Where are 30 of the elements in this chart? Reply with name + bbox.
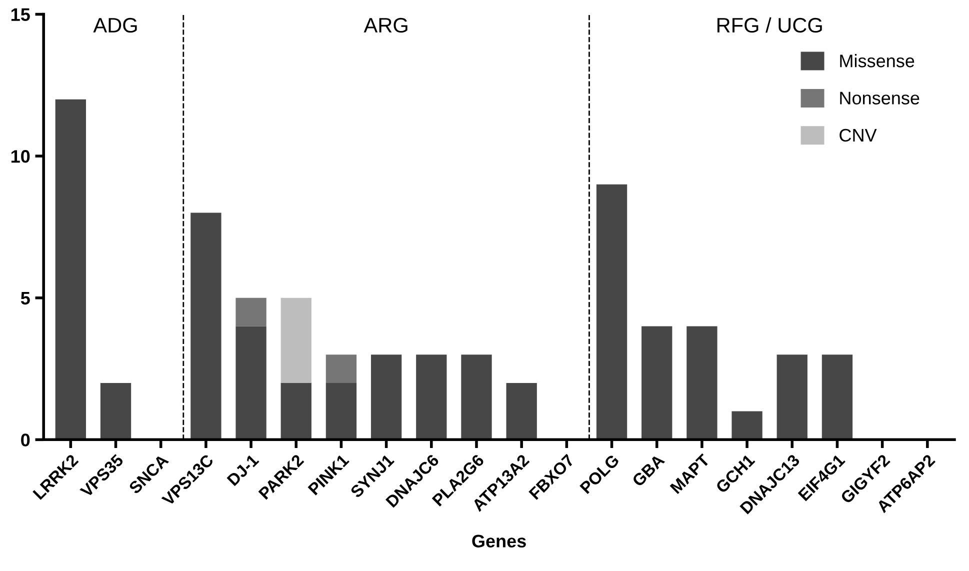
y-tick-label: 0 bbox=[21, 434, 30, 446]
bar bbox=[732, 411, 762, 440]
annotation: ADG bbox=[93, 18, 137, 33]
bar bbox=[100, 382, 132, 440]
y-tick-label: 10 bbox=[11, 150, 30, 163]
y-tick-label: 5 bbox=[20, 292, 30, 305]
bar bbox=[236, 298, 266, 326]
bar bbox=[280, 382, 312, 440]
bar bbox=[461, 354, 492, 440]
bar bbox=[236, 326, 266, 440]
x-axis-title: Genes bbox=[472, 534, 526, 548]
bar bbox=[822, 354, 853, 440]
y-tick-label: 15 bbox=[11, 8, 30, 21]
legend-label: Missense bbox=[840, 54, 914, 68]
bar bbox=[642, 326, 672, 440]
bar bbox=[596, 184, 628, 440]
annotation: ARG bbox=[364, 18, 408, 33]
bar bbox=[326, 382, 357, 440]
bar bbox=[506, 382, 537, 440]
legend-label: Nonsense bbox=[840, 92, 920, 104]
bar bbox=[776, 354, 808, 440]
legend-label: CNV bbox=[840, 128, 877, 142]
bar bbox=[686, 326, 718, 440]
bar bbox=[416, 354, 447, 440]
annotation: RFG / UCG bbox=[717, 17, 822, 33]
bar bbox=[326, 354, 357, 383]
bar bbox=[190, 212, 222, 440]
bar bbox=[55, 99, 86, 440]
bar bbox=[370, 354, 402, 440]
bar bbox=[280, 298, 312, 383]
